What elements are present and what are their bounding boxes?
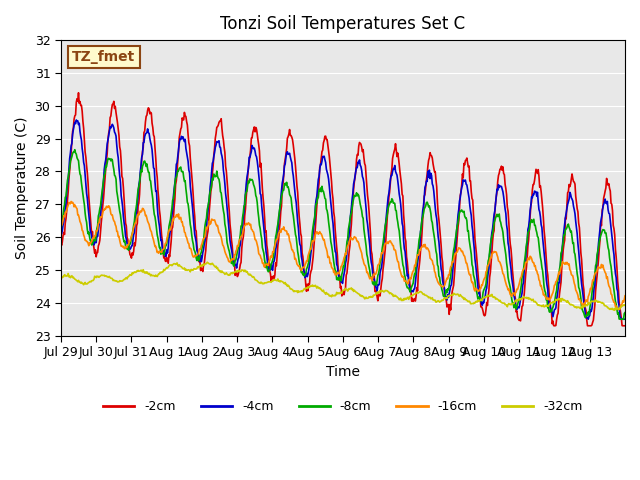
-2cm [255,148,263,154]
Line: -32cm: -32cm [61,262,625,310]
-4cm [124,243,132,249]
-16cm [402,278,410,284]
-4cm [402,257,410,263]
-32cm [621,302,629,308]
-32cm [611,307,618,313]
-4cm [277,196,285,202]
-8cm [228,261,236,266]
Legend: -2cm, -4cm, -8cm, -16cm, -32cm: -2cm, -4cm, -8cm, -16cm, -32cm [98,395,588,418]
-16cm [614,307,622,312]
-16cm [433,278,441,284]
-4cm [584,316,592,322]
-4cm [72,117,80,123]
-16cm [228,257,236,263]
-4cm [433,225,441,231]
-32cm [124,276,131,282]
-32cm [255,280,263,286]
-2cm [75,90,83,96]
-2cm [277,208,285,214]
-16cm [621,293,629,299]
-8cm [71,147,79,153]
-32cm [204,259,211,265]
Line: -2cm: -2cm [61,93,625,326]
Title: Tonzi Soil Temperatures Set C: Tonzi Soil Temperatures Set C [220,15,465,33]
-16cm [67,199,75,204]
-2cm [621,323,629,329]
-32cm [277,278,285,284]
Y-axis label: Soil Temperature (C): Soil Temperature (C) [15,117,29,259]
-8cm [617,316,625,322]
-2cm [433,200,441,205]
-2cm [124,237,132,242]
-8cm [277,200,285,206]
-8cm [124,244,132,250]
-8cm [621,310,629,315]
-2cm [228,237,236,243]
-4cm [255,179,263,185]
-8cm [433,262,441,268]
-8cm [402,279,410,285]
-32cm [228,270,236,276]
-16cm [255,252,263,258]
Text: TZ_fmet: TZ_fmet [72,50,136,64]
-16cm [277,229,285,235]
Line: -4cm: -4cm [61,120,625,319]
Line: -8cm: -8cm [61,150,625,319]
Line: -16cm: -16cm [61,202,625,310]
-16cm [57,224,65,230]
-4cm [57,229,65,235]
-2cm [402,239,410,244]
-32cm [433,298,441,304]
-2cm [57,240,65,245]
-4cm [621,316,629,322]
X-axis label: Time: Time [326,365,360,379]
-2cm [550,323,558,329]
-4cm [228,246,236,252]
-8cm [255,222,263,228]
-16cm [124,242,132,248]
-32cm [402,297,410,302]
-32cm [57,276,65,282]
-8cm [57,228,65,234]
